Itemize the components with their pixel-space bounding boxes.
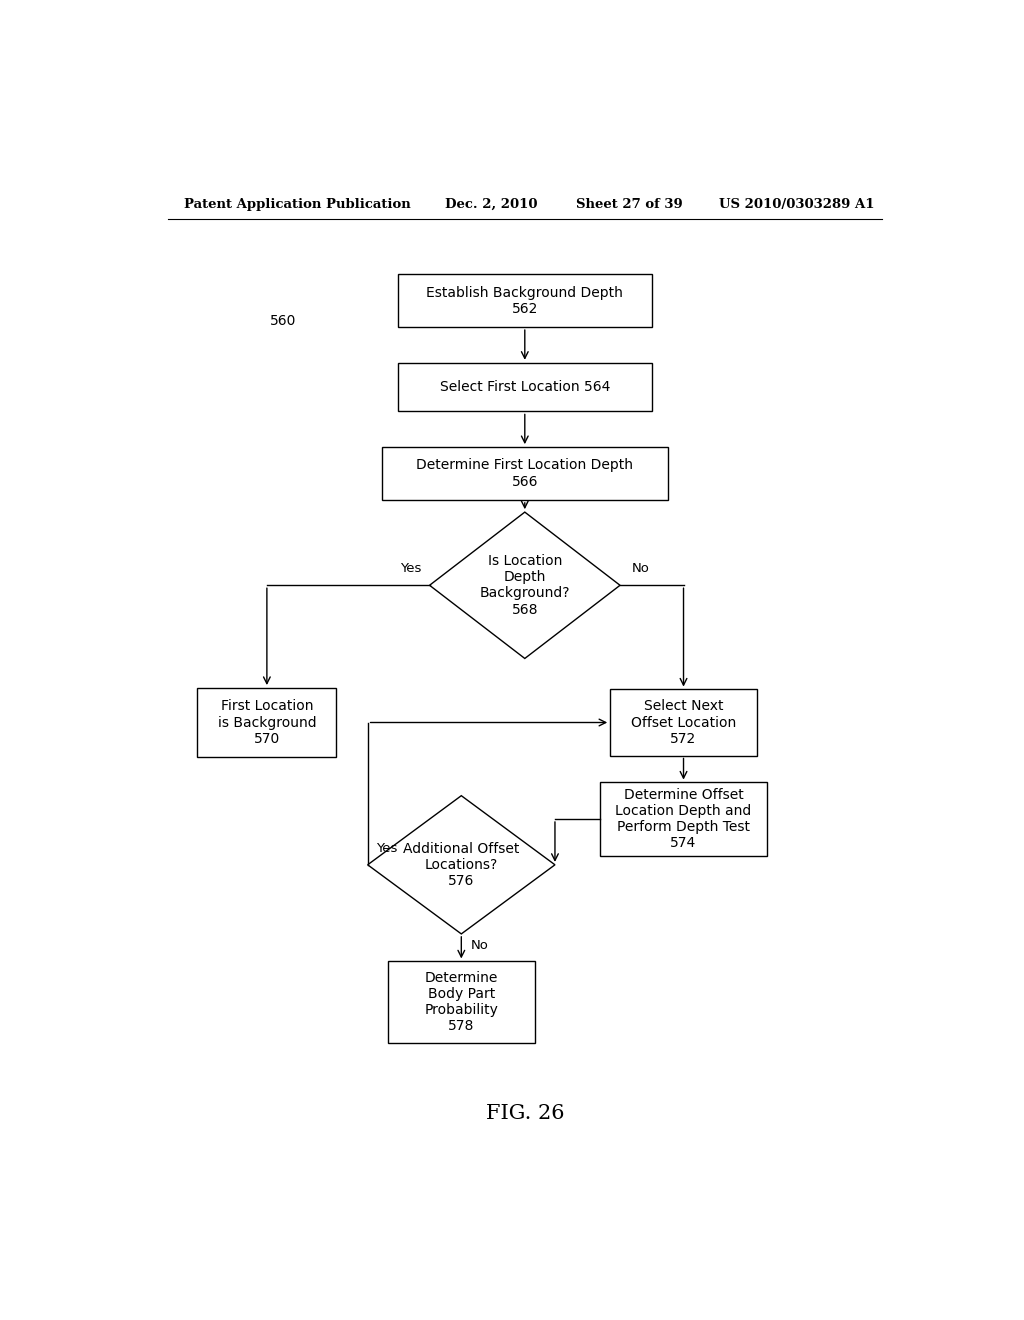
Text: No: No [471, 939, 488, 952]
FancyBboxPatch shape [610, 689, 757, 755]
Polygon shape [430, 512, 620, 659]
Text: Determine First Location Depth
566: Determine First Location Depth 566 [417, 458, 633, 488]
Text: Select Next
Offset Location
572: Select Next Offset Location 572 [631, 700, 736, 746]
FancyBboxPatch shape [600, 783, 767, 855]
Text: Determine
Body Part
Probability
578: Determine Body Part Probability 578 [424, 970, 499, 1034]
Text: Select First Location 564: Select First Location 564 [439, 380, 610, 395]
Text: Patent Application Publication: Patent Application Publication [183, 198, 411, 211]
Text: Determine Offset
Location Depth and
Perform Depth Test
574: Determine Offset Location Depth and Perf… [615, 788, 752, 850]
Polygon shape [368, 796, 555, 935]
FancyBboxPatch shape [382, 447, 668, 500]
Text: Dec. 2, 2010: Dec. 2, 2010 [445, 198, 538, 211]
FancyBboxPatch shape [198, 688, 336, 758]
FancyBboxPatch shape [397, 363, 651, 412]
Text: Establish Background Depth
562: Establish Background Depth 562 [426, 285, 624, 315]
Text: Yes: Yes [376, 842, 397, 854]
FancyBboxPatch shape [397, 275, 651, 327]
Text: 560: 560 [269, 314, 296, 329]
Text: Sheet 27 of 39: Sheet 27 of 39 [577, 198, 683, 211]
Text: FIG. 26: FIG. 26 [485, 1105, 564, 1123]
FancyBboxPatch shape [388, 961, 535, 1043]
Text: US 2010/0303289 A1: US 2010/0303289 A1 [719, 198, 874, 211]
Text: Is Location
Depth
Background?
568: Is Location Depth Background? 568 [479, 554, 570, 616]
Text: Yes: Yes [400, 562, 422, 576]
Text: Additional Offset
Locations?
576: Additional Offset Locations? 576 [403, 842, 519, 888]
Text: First Location
is Background
570: First Location is Background 570 [217, 700, 316, 746]
Text: No: No [632, 562, 650, 576]
